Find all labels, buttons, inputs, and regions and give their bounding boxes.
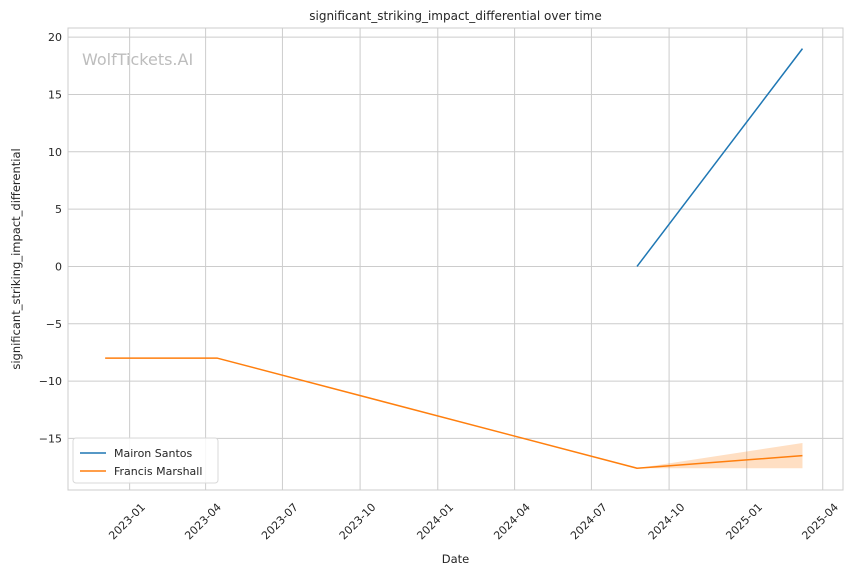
- line-series-1: [105, 357, 803, 469]
- x-tick-label: 2024-07: [568, 501, 610, 543]
- chart-title: significant_striking_impact_differential…: [309, 9, 601, 23]
- y-tick-label: −5: [46, 318, 62, 331]
- y-tick-label: 0: [55, 260, 62, 273]
- y-tick-label: 10: [48, 146, 62, 159]
- grid: [68, 28, 843, 490]
- series-lines: [105, 48, 804, 469]
- y-tick-label: −15: [39, 432, 62, 445]
- y-tick-label: 5: [55, 203, 62, 216]
- confidence-bands: [637, 442, 803, 469]
- x-axis-ticks: 2023-01 2023-04 2023-07 2023-10 2024-01 2024-…: [106, 501, 841, 543]
- y-tick-label: −10: [39, 375, 62, 388]
- legend: Mairon Santos Francis Marshall: [72, 437, 219, 484]
- legend-label-mairon-santos: Mairon Santos: [114, 447, 193, 460]
- x-tick-label: 2025-01: [723, 501, 765, 543]
- x-axis-title: Date: [442, 552, 470, 566]
- band-series-1: [637, 442, 803, 469]
- legend-label-francis-marshall: Francis Marshall: [114, 465, 202, 478]
- y-axis-ticks: 20 15 10 5 0 −5 −10 −15: [39, 31, 62, 445]
- plot-frame: [67, 27, 844, 491]
- y-tick-label: 20: [48, 31, 62, 44]
- x-tick-label: 2023-04: [182, 501, 224, 543]
- x-tick-label: 2024-01: [414, 501, 456, 543]
- y-axis-title: significant_striking_impact_differential: [9, 148, 23, 369]
- x-tick-label: 2024-10: [646, 501, 688, 543]
- x-tick-label: 2024-04: [491, 501, 533, 543]
- x-tick-label: 2023-10: [337, 501, 379, 543]
- x-tick-label: 2023-07: [259, 501, 301, 543]
- x-tick-label: 2025-04: [799, 501, 841, 543]
- plot-background: [68, 28, 843, 490]
- line-series-0: [636, 48, 804, 267]
- x-tick-label: 2023-01: [106, 501, 148, 543]
- y-tick-label: 15: [48, 88, 62, 101]
- watermark: WolfTickets.AI: [82, 50, 193, 69]
- legend-box: [72, 437, 219, 484]
